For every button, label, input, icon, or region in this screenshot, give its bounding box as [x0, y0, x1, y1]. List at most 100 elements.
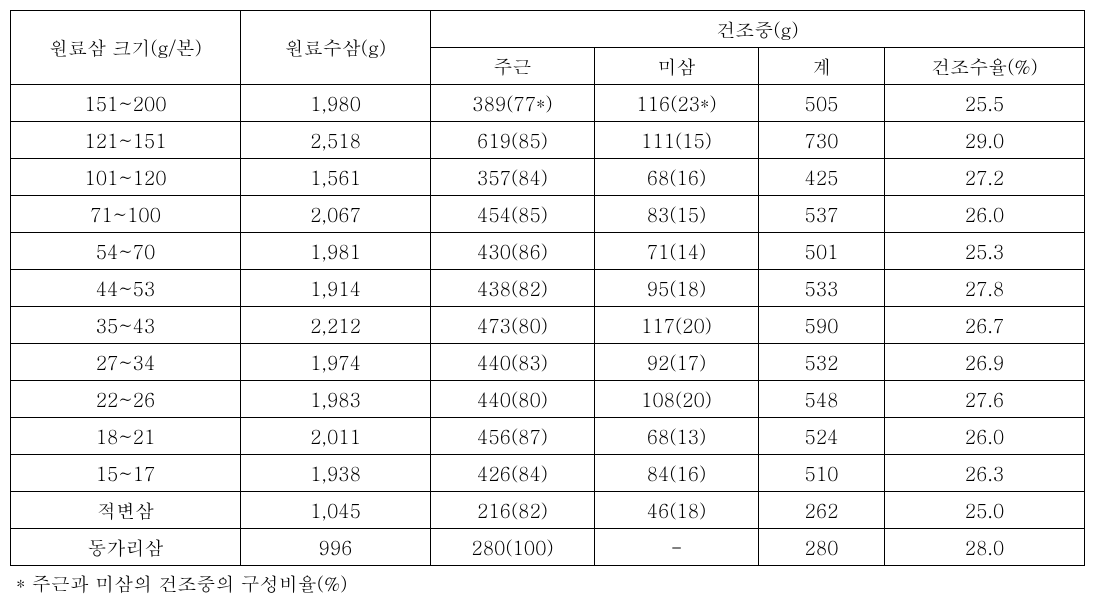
cell-yield: 27.2: [885, 159, 1085, 196]
cell-size: 동가리삼: [11, 529, 241, 566]
cell-size: 35~43: [11, 307, 241, 344]
cell-jugeun: 456(87): [431, 418, 595, 455]
cell-size: 151~200: [11, 85, 241, 122]
cell-yield: 27.8: [885, 270, 1085, 307]
cell-yield: 25.0: [885, 492, 1085, 529]
cell-raw: 1,980: [241, 85, 431, 122]
cell-raw: 1,914: [241, 270, 431, 307]
cell-yield: 27.6: [885, 381, 1085, 418]
cell-jugeun: 389(77*): [431, 85, 595, 122]
table-row: 151~2001,980389(77*)116(23*)50525.5: [11, 85, 1085, 122]
table-row: 35~432,212473(80)117(20)59026.7: [11, 307, 1085, 344]
cell-size: 적변삼: [11, 492, 241, 529]
table-row: 22~261,983440(80)108(20)54827.6: [11, 381, 1085, 418]
cell-size: 15~17: [11, 455, 241, 492]
cell-misam: 46(18): [595, 492, 759, 529]
cell-gye: 548: [759, 381, 885, 418]
cell-misam: 95(18): [595, 270, 759, 307]
header-yield: 건조수율(%): [885, 48, 1085, 85]
cell-raw: 2,212: [241, 307, 431, 344]
cell-jugeun: 440(83): [431, 344, 595, 381]
cell-gye: 280: [759, 529, 885, 566]
cell-misam: 71(14): [595, 233, 759, 270]
cell-gye: 590: [759, 307, 885, 344]
cell-misam: 111(15): [595, 122, 759, 159]
table-row: 121~1512,518619(85)111(15)73029.0: [11, 122, 1085, 159]
cell-raw: 1,974: [241, 344, 431, 381]
cell-jugeun: 454(85): [431, 196, 595, 233]
cell-size: 22~26: [11, 381, 241, 418]
cell-jugeun: 357(84): [431, 159, 595, 196]
cell-yield: 25.3: [885, 233, 1085, 270]
cell-raw: 1,981: [241, 233, 431, 270]
table-row: 101~1201,561357(84)68(16)42527.2: [11, 159, 1085, 196]
cell-gye: 501: [759, 233, 885, 270]
cell-gye: 262: [759, 492, 885, 529]
cell-jugeun: 619(85): [431, 122, 595, 159]
ginseng-drying-table: 원료삼 크기(g/본) 원료수삼(g) 건조중(g) 주근 미삼 계 건조수율(…: [10, 10, 1085, 566]
table-row: 적변삼1,045216(82)46(18)26225.0: [11, 492, 1085, 529]
cell-misam: -: [595, 529, 759, 566]
cell-jugeun: 280(100): [431, 529, 595, 566]
cell-size: 44~53: [11, 270, 241, 307]
cell-raw: 2,011: [241, 418, 431, 455]
cell-misam: 68(16): [595, 159, 759, 196]
cell-size: 71~100: [11, 196, 241, 233]
cell-gye: 730: [759, 122, 885, 159]
cell-jugeun: 438(82): [431, 270, 595, 307]
cell-jugeun: 426(84): [431, 455, 595, 492]
header-size: 원료삼 크기(g/본): [11, 11, 241, 85]
cell-misam: 83(15): [595, 196, 759, 233]
table-row: 27~341,974440(83)92(17)53226.9: [11, 344, 1085, 381]
cell-yield: 29.0: [885, 122, 1085, 159]
header-misam: 미삼: [595, 48, 759, 85]
table-row: 44~531,914438(82)95(18)53327.8: [11, 270, 1085, 307]
cell-raw: 2,518: [241, 122, 431, 159]
cell-jugeun: 216(82): [431, 492, 595, 529]
table-row: 71~1002,067454(85)83(15)53726.0: [11, 196, 1085, 233]
cell-misam: 84(16): [595, 455, 759, 492]
cell-yield: 28.0: [885, 529, 1085, 566]
table-header: 원료삼 크기(g/본) 원료수삼(g) 건조중(g) 주근 미삼 계 건조수율(…: [11, 11, 1085, 85]
cell-misam: 92(17): [595, 344, 759, 381]
table-footnote: * 주근과 미삼의 건조중의 구성비율(%): [10, 566, 1084, 597]
cell-misam: 108(20): [595, 381, 759, 418]
table-row: 15~171,938426(84)84(16)51026.3: [11, 455, 1085, 492]
header-gye: 계: [759, 48, 885, 85]
cell-yield: 26.9: [885, 344, 1085, 381]
cell-jugeun: 440(80): [431, 381, 595, 418]
header-row-1: 원료삼 크기(g/본) 원료수삼(g) 건조중(g): [11, 11, 1085, 48]
cell-jugeun: 473(80): [431, 307, 595, 344]
table-body: 151~2001,980389(77*)116(23*)50525.5121~1…: [11, 85, 1085, 566]
cell-gye: 533: [759, 270, 885, 307]
table-row: 동가리삼996280(100)-28028.0: [11, 529, 1085, 566]
cell-raw: 1,983: [241, 381, 431, 418]
cell-size: 121~151: [11, 122, 241, 159]
cell-gye: 505: [759, 85, 885, 122]
cell-size: 54~70: [11, 233, 241, 270]
cell-misam: 68(13): [595, 418, 759, 455]
cell-gye: 510: [759, 455, 885, 492]
cell-size: 101~120: [11, 159, 241, 196]
cell-size: 18~21: [11, 418, 241, 455]
cell-gye: 524: [759, 418, 885, 455]
header-jugeun: 주근: [431, 48, 595, 85]
header-raw: 원료수삼(g): [241, 11, 431, 85]
table-row: 54~701,981430(86)71(14)50125.3: [11, 233, 1085, 270]
cell-jugeun: 430(86): [431, 233, 595, 270]
cell-gye: 425: [759, 159, 885, 196]
cell-gye: 537: [759, 196, 885, 233]
cell-yield: 26.7: [885, 307, 1085, 344]
table-row: 18~212,011456(87)68(13)52426.0: [11, 418, 1085, 455]
cell-yield: 25.5: [885, 85, 1085, 122]
cell-yield: 26.0: [885, 196, 1085, 233]
cell-yield: 26.0: [885, 418, 1085, 455]
cell-raw: 996: [241, 529, 431, 566]
cell-raw: 1,938: [241, 455, 431, 492]
cell-size: 27~34: [11, 344, 241, 381]
cell-raw: 1,045: [241, 492, 431, 529]
cell-misam: 117(20): [595, 307, 759, 344]
cell-raw: 1,561: [241, 159, 431, 196]
cell-gye: 532: [759, 344, 885, 381]
cell-raw: 2,067: [241, 196, 431, 233]
